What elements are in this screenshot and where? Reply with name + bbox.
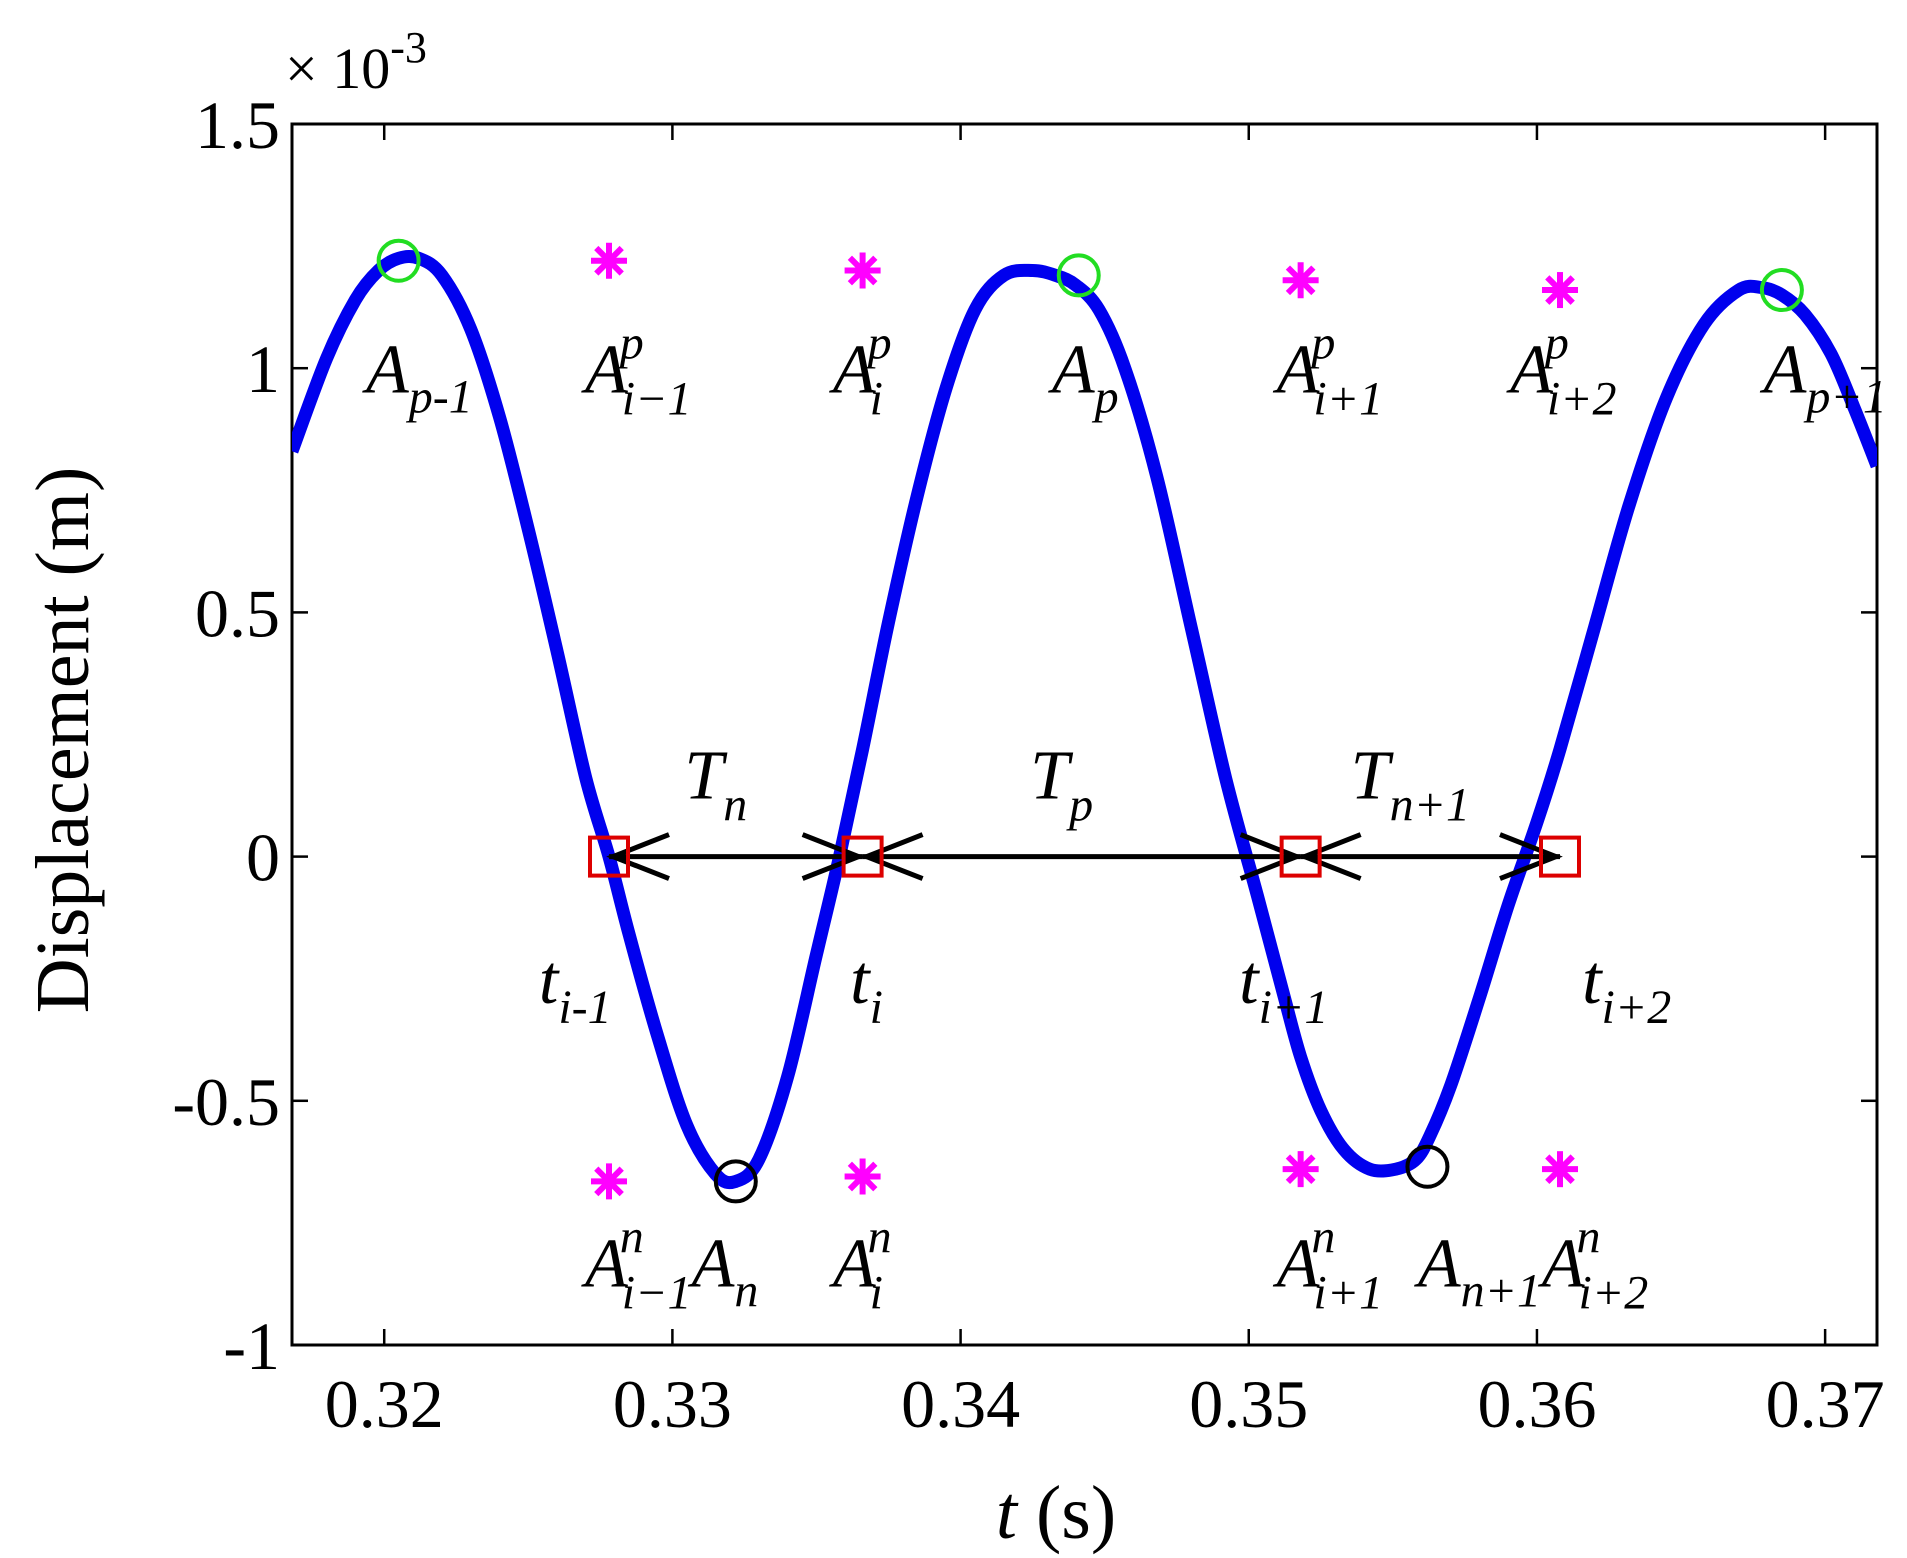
annotation-label: Ap i+2 (1506, 317, 1617, 426)
annotation-label: Ap (1048, 332, 1119, 424)
annotation-sub: i (870, 981, 883, 1034)
period-arrowhead-left (1297, 832, 1362, 881)
annotation-sub: i+2 (1602, 981, 1672, 1034)
annotation-sub: i−1 (622, 373, 692, 426)
annotation-sub: i+1 (1259, 981, 1329, 1034)
annotation-sub: n (734, 1264, 758, 1317)
y-axis-multiplier-exponent: -3 (390, 23, 427, 72)
x-axis-title: t (s) (996, 1471, 1116, 1555)
annotation-label: ti (850, 942, 883, 1034)
annotation-sub: p-1 (406, 371, 473, 424)
x-tick-label: 0.37 (1766, 1366, 1885, 1442)
annotation-label: An (688, 1225, 759, 1317)
period-arrowhead-left (606, 832, 670, 881)
annotation-label: Ap i (829, 317, 892, 426)
y-tick-label: 1.5 (195, 87, 280, 163)
annotation-sub: i-1 (558, 981, 611, 1034)
zero_crossings-marker (841, 835, 884, 878)
period-label-sub: n+1 (1390, 779, 1470, 832)
positive_peaks-marker (1056, 253, 1101, 298)
x-axis-title-unit: (s) (1017, 1471, 1116, 1555)
annotation-label: Ap i−1 (581, 317, 692, 426)
interpolated_pos-marker (591, 242, 627, 279)
interpolated_neg-marker (844, 1158, 881, 1195)
x-tick-label: 0.35 (1189, 1366, 1308, 1442)
displacement-series-line (292, 250, 1877, 1190)
annotation-sub: p (1092, 371, 1119, 424)
period-arrowhead-left (859, 832, 924, 881)
annotation-label: An i+2 (1538, 1210, 1649, 1319)
annotation-sup: n (620, 1210, 644, 1263)
annotation-label: An i−1 (581, 1210, 692, 1319)
annotation-label: An i+1 (1273, 1210, 1384, 1319)
annotation-sub: i+1 (1313, 1266, 1383, 1319)
interpolated_pos-marker (844, 252, 881, 289)
annotation-label: Ap-1 (362, 332, 473, 424)
period-arrows-layer: Tn Tp Tn+1 (606, 738, 1563, 881)
interpolated_neg-marker (591, 1163, 627, 1200)
negative_peaks-marker (1405, 1144, 1450, 1189)
y-axis-multiplier: × 10-3 (285, 23, 427, 101)
annotation-label: ti+2 (1582, 942, 1671, 1034)
interpolated_neg-marker (1542, 1151, 1578, 1188)
period-label: Tn (684, 738, 747, 832)
interpolated_pos-marker (1542, 272, 1578, 309)
annotation-sup: n (1311, 1210, 1335, 1263)
period-label: Tn+1 (1351, 738, 1470, 832)
annotation-sup: p (617, 317, 644, 370)
annotation-sub: i (870, 1266, 883, 1319)
x-tick-label: 0.34 (901, 1366, 1020, 1442)
x-tick-label: 0.33 (613, 1366, 732, 1442)
annotation-sup: n (1577, 1210, 1601, 1263)
annotation-sup: p (1308, 317, 1335, 370)
annotation-sup: p (1542, 317, 1569, 370)
markers-layer (376, 238, 1804, 1204)
period-arrowhead-right (801, 832, 866, 881)
x-tick-label: 0.36 (1477, 1366, 1596, 1442)
zero_crossings-marker (588, 835, 630, 878)
annotation-sub: n+1 (1461, 1264, 1541, 1317)
period-label-sub: p (1066, 779, 1093, 832)
annotation-sup: p (865, 317, 892, 370)
negative_peaks-marker (713, 1159, 758, 1204)
annotation-label: ti+1 (1239, 942, 1328, 1034)
y-axis-multiplier-base: × 10 (285, 36, 390, 101)
zero_crossings-marker (1279, 835, 1322, 878)
annotation-label: An i (829, 1210, 892, 1319)
x-tick-label: 0.32 (325, 1366, 444, 1442)
x-axis-title-variable: t (996, 1471, 1019, 1555)
y-axis-title: Displacement (m) (21, 467, 105, 1014)
annotation-sup: n (868, 1210, 892, 1263)
annotation-sub: p+1 (1803, 371, 1886, 424)
annotation-label: Ap i+1 (1273, 317, 1384, 426)
annotation-sub: i+1 (1313, 373, 1383, 426)
axes-layer: 0.32 0.33 0.34 0.35 0.36 0.37 -1 -0.5 0 0.5 1 1.5 (172, 87, 1884, 1442)
annotation-label: ti-1 (539, 942, 612, 1034)
y-tick-label: 0.5 (195, 575, 280, 651)
interpolated_pos-marker (1282, 262, 1319, 299)
annotation-label: An+1 (1414, 1225, 1541, 1317)
y-tick-label: -1 (223, 1308, 280, 1384)
zero_crossings-marker (1539, 835, 1581, 878)
period-arrowhead-right (1499, 832, 1563, 881)
annotation-sub: i (870, 373, 883, 426)
plot-frame (290, 122, 1879, 1347)
annotation-sub: i−1 (622, 1266, 692, 1319)
annotation-sub: i+2 (1547, 373, 1617, 426)
curve-layer (292, 250, 1877, 1190)
y-tick-label: 0 (246, 820, 280, 896)
y-tick-label: 1 (246, 331, 280, 407)
period-arrowhead-right (1239, 832, 1304, 881)
positive_peaks-marker (1759, 268, 1804, 313)
y-tick-label: -0.5 (172, 1064, 280, 1140)
period-label-sub: n (723, 779, 747, 832)
annotation-sub: i+2 (1579, 1266, 1649, 1319)
period-label: Tp (1030, 738, 1093, 832)
positive_peaks-marker (376, 238, 421, 283)
interpolated_neg-marker (1282, 1151, 1319, 1188)
